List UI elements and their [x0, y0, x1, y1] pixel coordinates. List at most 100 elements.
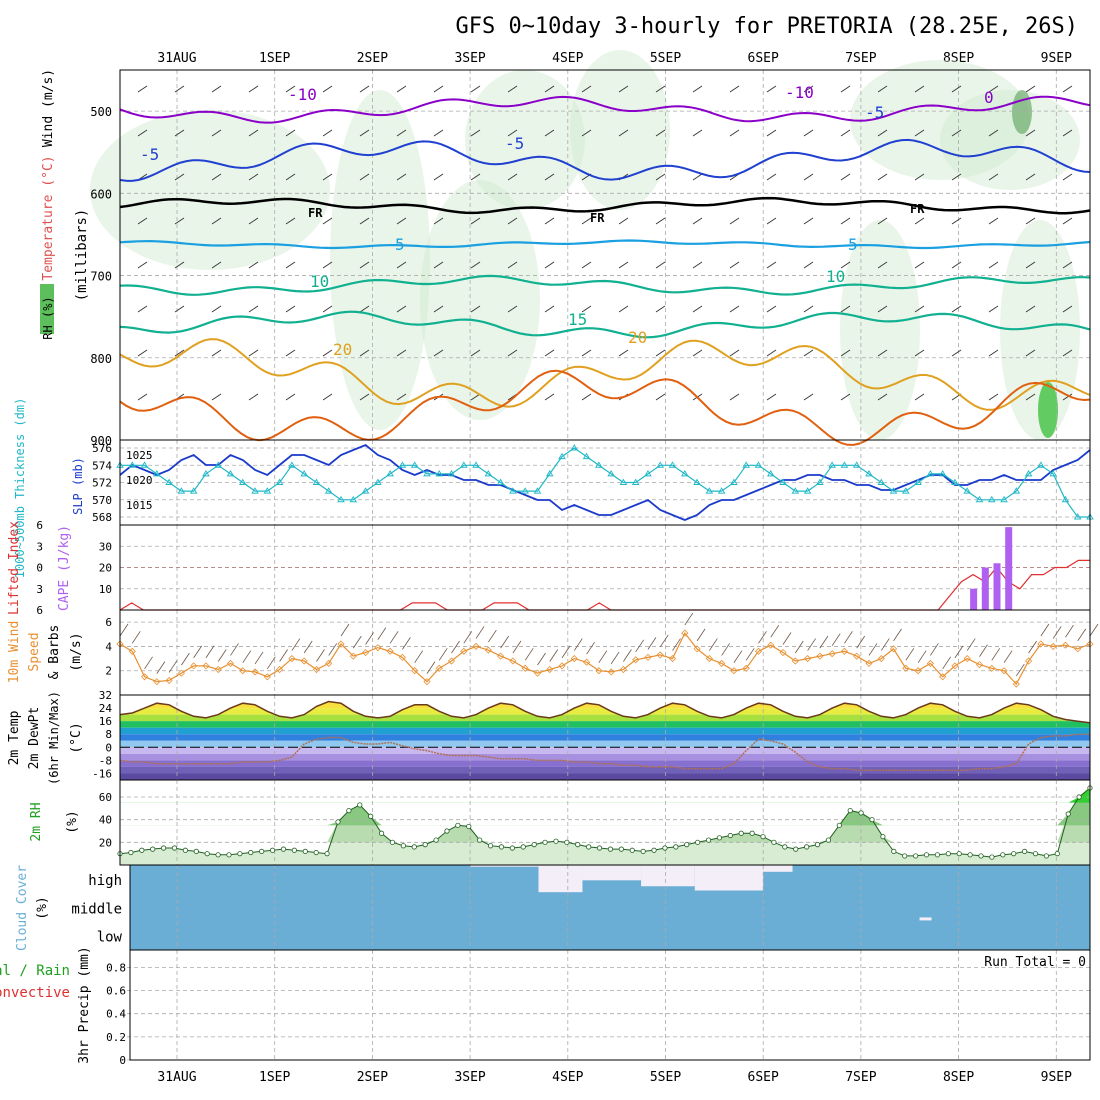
wind-barb [803, 173, 814, 181]
temperature-band [120, 747, 1090, 754]
wind-barb [359, 349, 370, 357]
wind-barb [359, 173, 370, 181]
wind-barb [211, 173, 222, 181]
wind-barb [174, 85, 185, 93]
wind-marker [312, 665, 321, 674]
wind-barb [618, 349, 629, 357]
thickness-marker [644, 470, 652, 477]
y-tick-label: 3 [36, 583, 43, 596]
thickness-marker [816, 478, 824, 485]
wind-barb [618, 217, 629, 225]
wind-barb [709, 638, 718, 651]
wind-marker [300, 657, 308, 665]
rh-shading [90, 110, 330, 270]
rh-marker [259, 848, 265, 855]
wind-marker [840, 647, 848, 655]
thickness-marker [533, 487, 542, 494]
rh-marker [237, 851, 243, 857]
rh-shading [850, 60, 1030, 180]
wind-barb [512, 640, 522, 654]
thickness-marker [472, 461, 480, 468]
thickness-marker [386, 470, 394, 477]
rh-marker [1032, 851, 1039, 857]
wind-marker [362, 648, 370, 657]
cape-bar [993, 563, 1001, 610]
wind-barb [137, 393, 148, 401]
cloud-level-label: high [88, 873, 122, 889]
wind-barb [211, 217, 222, 225]
temperature-band [120, 734, 1090, 741]
rh-marker [455, 822, 461, 828]
rh-marker [727, 832, 733, 839]
wind-marker [190, 662, 198, 670]
wind-barb [803, 85, 814, 93]
rh-marker [978, 853, 984, 859]
thickness-marker [1024, 470, 1033, 477]
wind-barb [1025, 349, 1036, 357]
contour-label: 5 [395, 235, 405, 254]
wind-barb [893, 628, 902, 642]
y-tick-label: 0.2 [106, 1031, 126, 1044]
wind-barb [914, 173, 925, 181]
rh-shading [330, 90, 430, 430]
wind-barb [174, 305, 185, 313]
wind-barb [655, 349, 666, 357]
wind-marker [411, 667, 419, 675]
wind-barb [618, 261, 629, 269]
rh-marker [444, 828, 450, 834]
wind-barb [819, 635, 829, 649]
rh-marker [193, 848, 199, 855]
wind-marker [570, 655, 578, 663]
thickness-marker [914, 478, 922, 485]
wind-marker [1037, 640, 1045, 648]
rh-marker [248, 849, 254, 856]
y-tick-label-right: 20 [99, 562, 112, 575]
wind-barb [137, 85, 148, 93]
thickness-marker [153, 470, 161, 477]
wind-barb [880, 638, 890, 651]
wind-barb [840, 173, 851, 181]
slp-axis-label: SLP (mb) [71, 457, 85, 515]
wind-barb [537, 652, 546, 666]
rh-shading [940, 90, 1080, 190]
wind-barb [914, 217, 925, 225]
wind-barb [193, 645, 203, 659]
y-tick-label: 0 [119, 1054, 126, 1067]
cloud-panel: high middle low Cloud Cover (%) [15, 864, 1091, 951]
thickness-marker [460, 461, 468, 468]
temperature-band [120, 740, 1090, 748]
thickness-marker [791, 487, 800, 494]
run-total-label: Run Total = 0 [984, 955, 1086, 970]
thickness-marker [337, 495, 345, 503]
wind-marker [533, 669, 542, 677]
wind-barb [655, 305, 666, 313]
wind-barb [174, 261, 185, 269]
wind-marker [791, 657, 799, 665]
wind-barb [470, 129, 481, 137]
wind-barb [954, 645, 964, 659]
wind-barb [581, 129, 592, 137]
wind-barb [507, 173, 518, 181]
rh-marker [913, 853, 919, 859]
wind-barb [951, 173, 962, 181]
rh-marker [607, 846, 614, 852]
wind-marker [804, 655, 812, 663]
wind-barb [396, 349, 407, 357]
y-tick-label: 570 [92, 494, 112, 507]
thickness-marker [1012, 487, 1021, 494]
rh-level-fill [120, 787, 1090, 826]
y-tick-label: 20 [99, 836, 112, 849]
wind-barb [248, 85, 259, 93]
wind-barb [951, 129, 962, 137]
thickness-marker [730, 478, 738, 485]
wind-marker [423, 678, 431, 686]
rh-shading [420, 180, 540, 420]
wind-marker [558, 662, 566, 670]
rh-marker [618, 846, 624, 852]
temperature-band [120, 766, 1090, 774]
wind-marker [509, 657, 517, 665]
wind-barb [1025, 85, 1036, 93]
wind-barb [359, 217, 370, 225]
thickness-marker [177, 487, 186, 494]
